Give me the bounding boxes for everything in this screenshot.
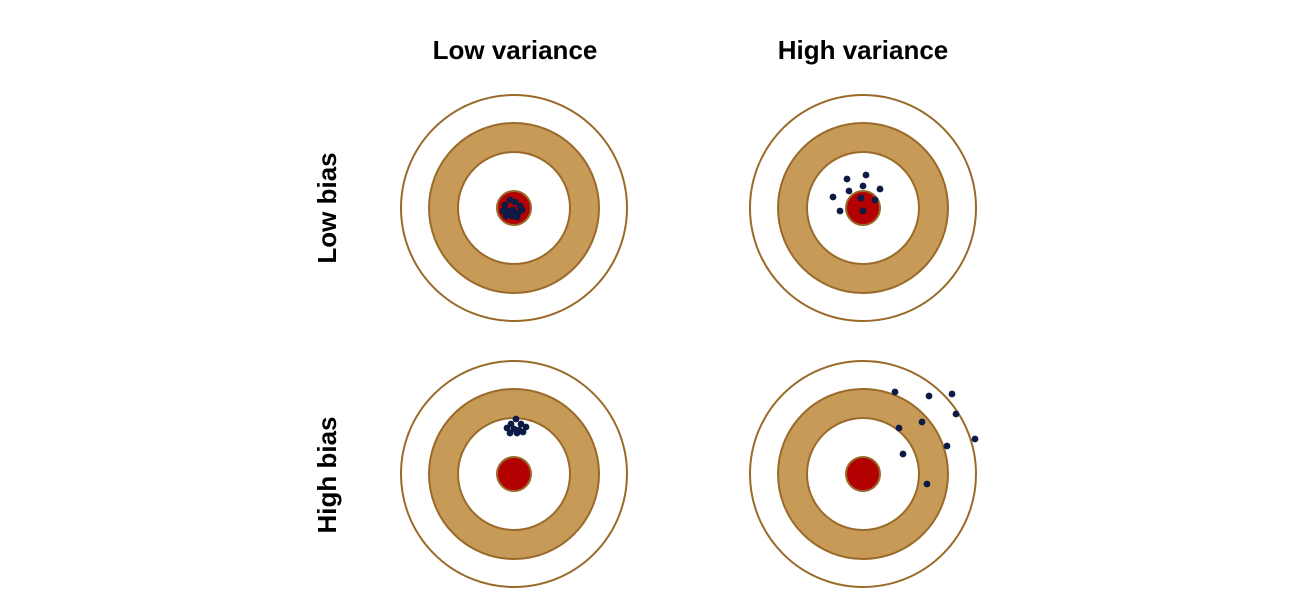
- row-header-high-bias: High bias: [312, 416, 342, 533]
- hit-point: [948, 390, 956, 398]
- hit-point: [522, 423, 530, 431]
- column-header-high-variance: High variance: [778, 35, 949, 65]
- hit-point: [952, 410, 960, 418]
- hit-point: [923, 480, 931, 488]
- hit-point: [843, 175, 851, 183]
- hit-point: [506, 429, 514, 437]
- hit-point: [871, 196, 879, 204]
- hit-point: [501, 201, 509, 209]
- hit-point: [512, 415, 520, 423]
- hit-point: [513, 213, 521, 221]
- column-header-low-variance: Low variance: [433, 35, 598, 65]
- hit-point: [899, 450, 907, 458]
- targets-group: [400, 94, 979, 588]
- bullseye: [496, 456, 532, 492]
- target-high-bias-low-variance: [400, 360, 628, 588]
- hit-point: [918, 418, 926, 426]
- hit-point: [513, 429, 521, 437]
- hit-point: [943, 442, 951, 450]
- hit-point: [845, 187, 853, 195]
- hit-point: [517, 420, 525, 428]
- hit-point: [511, 198, 519, 206]
- hit-point: [859, 182, 867, 190]
- hit-point: [499, 207, 507, 215]
- row-header-low-bias: Low bias: [312, 152, 342, 263]
- target-low-bias-high-variance: [749, 94, 977, 322]
- hit-point: [503, 424, 511, 432]
- hit-point: [891, 388, 899, 396]
- hit-point: [925, 392, 933, 400]
- hit-point: [502, 212, 510, 220]
- bullseye: [845, 456, 881, 492]
- hit-point: [519, 428, 527, 436]
- hit-point: [829, 193, 837, 201]
- hit-point: [859, 207, 867, 215]
- hit-point: [518, 206, 526, 214]
- hit-point: [862, 171, 870, 179]
- hit-point: [895, 424, 903, 432]
- hit-point: [971, 435, 979, 443]
- target-high-bias-high-variance: [749, 360, 979, 588]
- hit-point: [857, 194, 865, 202]
- hit-point: [836, 207, 844, 215]
- target-low-bias-low-variance: [400, 94, 628, 322]
- hit-point: [876, 185, 884, 193]
- hit-point: [509, 206, 517, 214]
